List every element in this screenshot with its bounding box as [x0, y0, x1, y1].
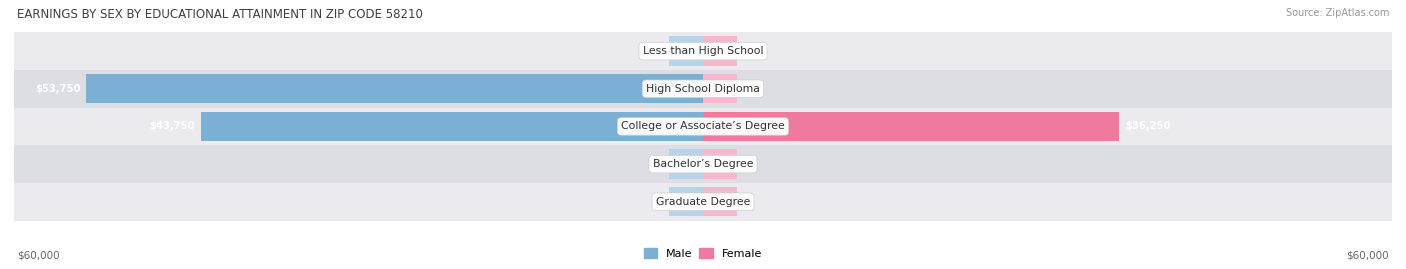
Bar — [669, 36, 703, 66]
Text: $43,750: $43,750 — [149, 121, 195, 132]
Text: $0: $0 — [652, 197, 666, 207]
Text: $0: $0 — [740, 46, 754, 56]
Legend: Male, Female: Male, Female — [640, 244, 766, 263]
Bar — [703, 74, 738, 104]
Bar — [14, 32, 1392, 70]
Text: $53,750: $53,750 — [35, 84, 80, 94]
Bar — [703, 187, 738, 217]
Bar — [14, 108, 1392, 145]
Text: High School Diploma: High School Diploma — [647, 84, 759, 94]
Bar — [14, 183, 1392, 221]
Bar — [669, 187, 703, 217]
Text: $36,250: $36,250 — [1125, 121, 1170, 132]
Bar — [703, 112, 1119, 141]
Text: $60,000: $60,000 — [17, 251, 59, 261]
Bar — [703, 36, 738, 66]
Text: $0: $0 — [740, 84, 754, 94]
Bar — [86, 74, 703, 104]
Text: EARNINGS BY SEX BY EDUCATIONAL ATTAINMENT IN ZIP CODE 58210: EARNINGS BY SEX BY EDUCATIONAL ATTAINMEN… — [17, 8, 423, 21]
Bar — [201, 112, 703, 141]
Text: Bachelor’s Degree: Bachelor’s Degree — [652, 159, 754, 169]
Text: $0: $0 — [652, 46, 666, 56]
Text: $0: $0 — [740, 159, 754, 169]
Text: $0: $0 — [652, 159, 666, 169]
Bar — [703, 149, 738, 179]
Bar — [669, 149, 703, 179]
Text: $60,000: $60,000 — [1347, 251, 1389, 261]
Bar — [14, 145, 1392, 183]
Text: Less than High School: Less than High School — [643, 46, 763, 56]
Text: College or Associate’s Degree: College or Associate’s Degree — [621, 121, 785, 132]
Bar — [14, 70, 1392, 108]
Text: $0: $0 — [740, 197, 754, 207]
Text: Source: ZipAtlas.com: Source: ZipAtlas.com — [1285, 8, 1389, 18]
Text: Graduate Degree: Graduate Degree — [655, 197, 751, 207]
